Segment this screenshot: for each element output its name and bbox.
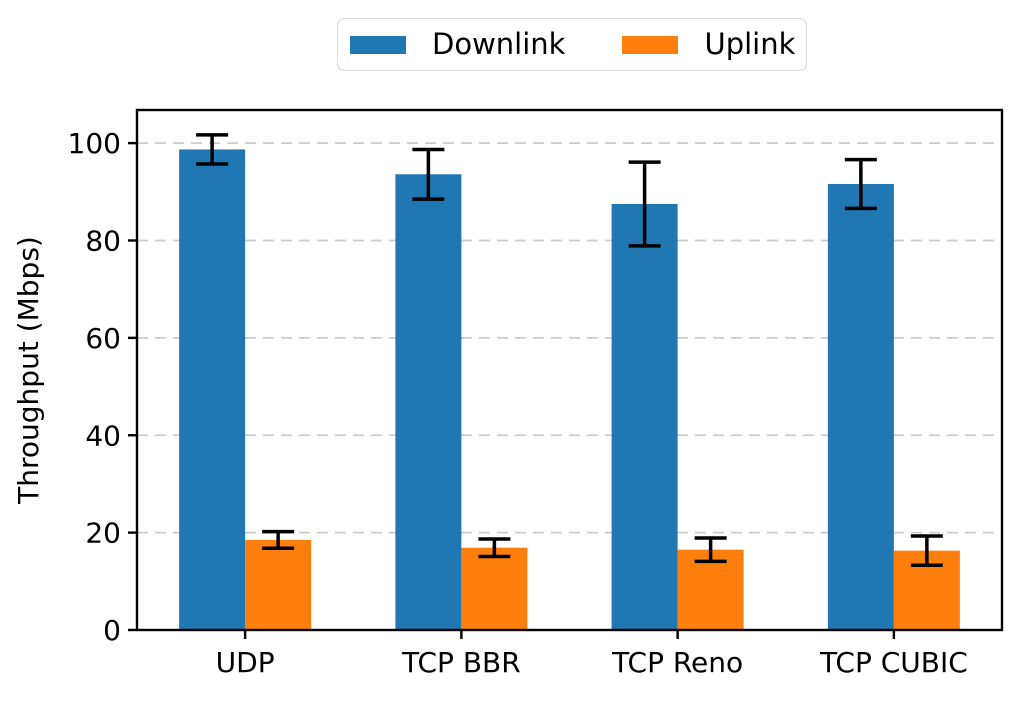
plot-spines [135,108,1004,632]
y-tick-label-60: 60 [85,322,121,355]
legend-swatch-downlink-icon [350,35,406,54]
y-tick-label-40: 40 [85,419,121,452]
y-axis-label: Throughput (Mbps) [12,236,45,505]
bar-downlink-tcp-reno [611,203,678,630]
y-tick-label-20: 20 [85,517,121,550]
y-tick-label-100: 100 [68,127,121,160]
y-tick-label-80: 80 [85,225,121,258]
bar-downlink-tcp-cubic [827,184,894,630]
x-tick-label-tcp-bbr: TCP BBR [401,646,521,679]
legend: Downlink Uplink [337,18,807,71]
legend-item-uplink: Uplink [622,30,795,59]
x-tick-label-udp: UDP [216,646,275,679]
legend-label-downlink: Downlink [432,27,566,61]
bar-uplink-udp [245,539,312,630]
x-tick-label-tcp-reno: TCP Reno [611,646,743,679]
legend-swatch-uplink-icon [622,35,679,54]
legend-label-uplink: Uplink [704,27,796,61]
legend-item-downlink: Downlink [350,30,565,59]
x-tick-label-tcp-cubic: TCP CUBIC [819,646,968,679]
y-tick-label-0: 0 [103,614,121,647]
bar-downlink-tcp-bbr [395,174,462,631]
bar-downlink-udp [179,149,246,630]
bar-uplink-tcp-bbr [461,547,528,630]
